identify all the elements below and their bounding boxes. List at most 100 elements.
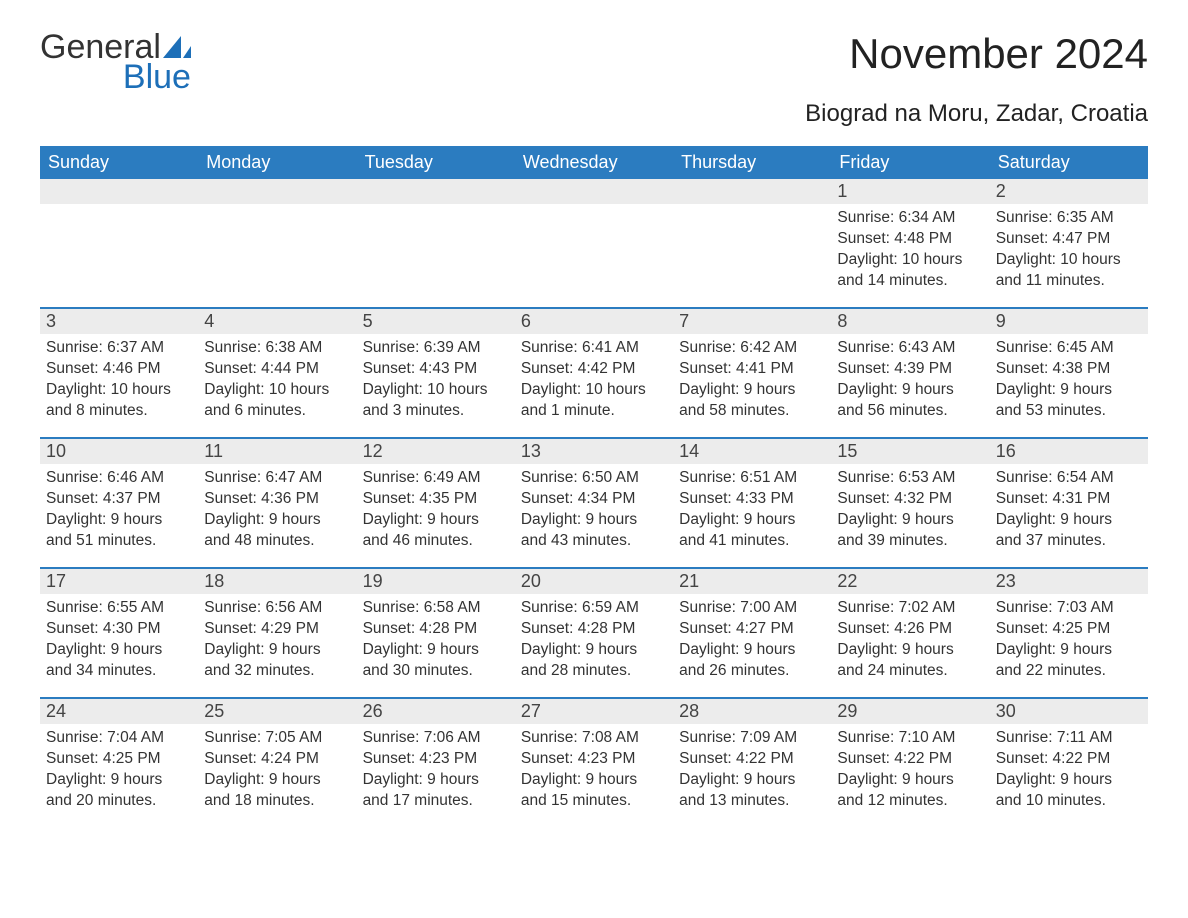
sunset-line: Sunset: 4:23 PM [363,749,509,770]
sunrise-line: Sunrise: 6:34 AM [837,208,983,229]
daylight-line: Daylight: 9 hours and 10 minutes. [996,770,1142,812]
day-number: 18 [198,569,356,594]
day-cell: 29Sunrise: 7:10 AMSunset: 4:22 PMDayligh… [831,699,989,827]
daylight-line: Daylight: 9 hours and 32 minutes. [204,640,350,682]
day-body: Sunrise: 7:03 AMSunset: 4:25 PMDaylight:… [990,594,1148,690]
day-number: 2 [990,179,1148,204]
day-number: 26 [357,699,515,724]
day-number: 8 [831,309,989,334]
daylight-line: Daylight: 10 hours and 3 minutes. [363,380,509,422]
sunset-line: Sunset: 4:41 PM [679,359,825,380]
sunset-line: Sunset: 4:30 PM [46,619,192,640]
day-body [198,204,356,216]
sunrise-line: Sunrise: 6:51 AM [679,468,825,489]
day-body: Sunrise: 6:37 AMSunset: 4:46 PMDaylight:… [40,334,198,430]
day-cell: 26Sunrise: 7:06 AMSunset: 4:23 PMDayligh… [357,699,515,827]
day-cell: 12Sunrise: 6:49 AMSunset: 4:35 PMDayligh… [357,439,515,567]
sunrise-line: Sunrise: 6:42 AM [679,338,825,359]
day-body: Sunrise: 7:04 AMSunset: 4:25 PMDaylight:… [40,724,198,820]
day-number: 24 [40,699,198,724]
day-number: 27 [515,699,673,724]
daylight-line: Daylight: 9 hours and 17 minutes. [363,770,509,812]
day-cell: 3Sunrise: 6:37 AMSunset: 4:46 PMDaylight… [40,309,198,437]
day-body: Sunrise: 6:51 AMSunset: 4:33 PMDaylight:… [673,464,831,560]
daylight-line: Daylight: 9 hours and 53 minutes. [996,380,1142,422]
day-cell: 16Sunrise: 6:54 AMSunset: 4:31 PMDayligh… [990,439,1148,567]
sunrise-line: Sunrise: 7:09 AM [679,728,825,749]
week-row: 1Sunrise: 6:34 AMSunset: 4:48 PMDaylight… [40,179,1148,307]
brand-logo: General Blue [40,30,191,94]
sunrise-line: Sunrise: 6:58 AM [363,598,509,619]
sunrise-line: Sunrise: 7:06 AM [363,728,509,749]
daylight-line: Daylight: 9 hours and 30 minutes. [363,640,509,682]
sunrise-line: Sunrise: 7:02 AM [837,598,983,619]
day-body: Sunrise: 7:00 AMSunset: 4:27 PMDaylight:… [673,594,831,690]
day-number [673,179,831,204]
daylight-line: Daylight: 9 hours and 13 minutes. [679,770,825,812]
day-body: Sunrise: 6:46 AMSunset: 4:37 PMDaylight:… [40,464,198,560]
sunset-line: Sunset: 4:29 PM [204,619,350,640]
day-cell: 23Sunrise: 7:03 AMSunset: 4:25 PMDayligh… [990,569,1148,697]
day-number [515,179,673,204]
sunrise-line: Sunrise: 7:10 AM [837,728,983,749]
sunset-line: Sunset: 4:42 PM [521,359,667,380]
day-number: 1 [831,179,989,204]
sunset-line: Sunset: 4:35 PM [363,489,509,510]
day-number: 17 [40,569,198,594]
weekday-header: Saturday [990,146,1148,179]
day-number: 9 [990,309,1148,334]
sunrise-line: Sunrise: 7:04 AM [46,728,192,749]
sunrise-line: Sunrise: 6:59 AM [521,598,667,619]
day-cell: 8Sunrise: 6:43 AMSunset: 4:39 PMDaylight… [831,309,989,437]
day-body: Sunrise: 6:39 AMSunset: 4:43 PMDaylight:… [357,334,515,430]
day-cell: 19Sunrise: 6:58 AMSunset: 4:28 PMDayligh… [357,569,515,697]
sunset-line: Sunset: 4:24 PM [204,749,350,770]
sunset-line: Sunset: 4:32 PM [837,489,983,510]
sunset-line: Sunset: 4:47 PM [996,229,1142,250]
day-cell: 15Sunrise: 6:53 AMSunset: 4:32 PMDayligh… [831,439,989,567]
sunrise-line: Sunrise: 6:37 AM [46,338,192,359]
day-number: 5 [357,309,515,334]
sunset-line: Sunset: 4:31 PM [996,489,1142,510]
day-number: 11 [198,439,356,464]
daylight-line: Daylight: 9 hours and 43 minutes. [521,510,667,552]
day-body: Sunrise: 6:41 AMSunset: 4:42 PMDaylight:… [515,334,673,430]
day-number: 28 [673,699,831,724]
weeks-container: 1Sunrise: 6:34 AMSunset: 4:48 PMDaylight… [40,179,1148,827]
day-cell: 2Sunrise: 6:35 AMSunset: 4:47 PMDaylight… [990,179,1148,307]
daylight-line: Daylight: 9 hours and 24 minutes. [837,640,983,682]
day-body: Sunrise: 6:53 AMSunset: 4:32 PMDaylight:… [831,464,989,560]
sunset-line: Sunset: 4:26 PM [837,619,983,640]
daylight-line: Daylight: 9 hours and 37 minutes. [996,510,1142,552]
day-cell [357,179,515,307]
day-number [357,179,515,204]
sunrise-line: Sunrise: 6:56 AM [204,598,350,619]
sunset-line: Sunset: 4:33 PM [679,489,825,510]
day-number: 6 [515,309,673,334]
day-cell: 13Sunrise: 6:50 AMSunset: 4:34 PMDayligh… [515,439,673,567]
day-number: 25 [198,699,356,724]
daylight-line: Daylight: 9 hours and 12 minutes. [837,770,983,812]
sunrise-line: Sunrise: 6:54 AM [996,468,1142,489]
day-number: 15 [831,439,989,464]
day-number: 3 [40,309,198,334]
location-subtitle: Biograd na Moru, Zadar, Croatia [40,100,1148,128]
sunset-line: Sunset: 4:39 PM [837,359,983,380]
day-body: Sunrise: 7:06 AMSunset: 4:23 PMDaylight:… [357,724,515,820]
calendar: SundayMondayTuesdayWednesdayThursdayFrid… [40,146,1148,827]
day-body: Sunrise: 6:54 AMSunset: 4:31 PMDaylight:… [990,464,1148,560]
day-body: Sunrise: 6:42 AMSunset: 4:41 PMDaylight:… [673,334,831,430]
weekday-header: Tuesday [357,146,515,179]
day-cell: 7Sunrise: 6:42 AMSunset: 4:41 PMDaylight… [673,309,831,437]
weekday-header-row: SundayMondayTuesdayWednesdayThursdayFrid… [40,146,1148,179]
daylight-line: Daylight: 9 hours and 28 minutes. [521,640,667,682]
sunrise-line: Sunrise: 6:50 AM [521,468,667,489]
day-cell: 5Sunrise: 6:39 AMSunset: 4:43 PMDaylight… [357,309,515,437]
day-number: 20 [515,569,673,594]
day-number: 13 [515,439,673,464]
sunset-line: Sunset: 4:37 PM [46,489,192,510]
day-body: Sunrise: 6:38 AMSunset: 4:44 PMDaylight:… [198,334,356,430]
sunrise-line: Sunrise: 7:11 AM [996,728,1142,749]
day-body: Sunrise: 7:05 AMSunset: 4:24 PMDaylight:… [198,724,356,820]
day-body: Sunrise: 7:11 AMSunset: 4:22 PMDaylight:… [990,724,1148,820]
